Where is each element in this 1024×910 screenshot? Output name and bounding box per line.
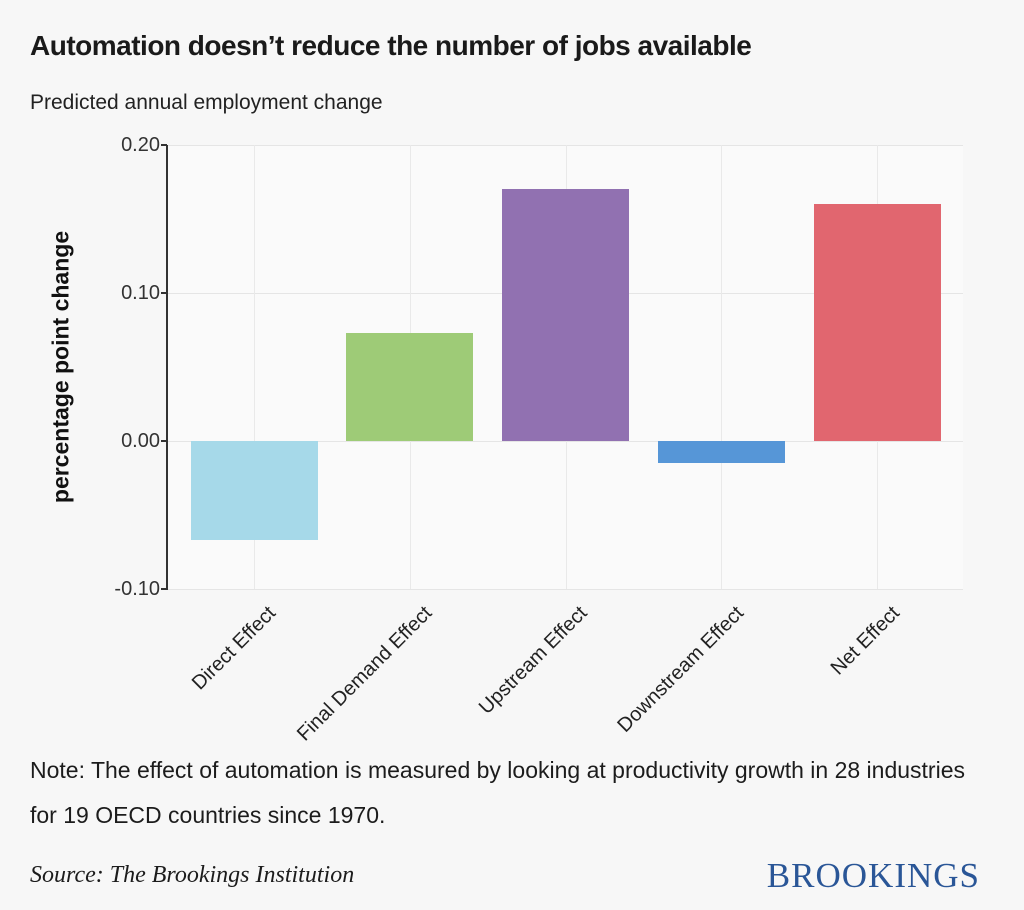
y-axis-tick-mark xyxy=(161,292,167,294)
plot-area xyxy=(168,145,963,590)
y-axis-tick-mark xyxy=(161,440,167,442)
gridline-vertical xyxy=(254,145,255,589)
y-axis-title: percentage point change xyxy=(47,230,74,504)
bar-downstream-effect xyxy=(657,441,785,464)
y-axis-line xyxy=(166,145,168,590)
bar-upstream-effect xyxy=(502,189,629,441)
brookings-logo: BROOKINGS xyxy=(766,856,980,895)
y-axis-tick-label: -0.10 xyxy=(114,578,160,600)
bar-direct-effect xyxy=(190,441,318,541)
gridline-vertical xyxy=(721,145,723,589)
x-axis-label: Direct Effect xyxy=(188,602,281,695)
x-axis-label: Net Effect xyxy=(826,602,904,680)
bar-net-effect xyxy=(813,204,941,441)
y-axis-tick-mark xyxy=(161,588,167,590)
note-text: Note: The effect of automation is measur… xyxy=(30,757,965,828)
gridline-horizontal xyxy=(168,589,963,590)
y-axis-tick-label: 0.00 xyxy=(121,430,160,452)
source-text: Source: The Brookings Institution xyxy=(30,862,355,888)
y-axis-tick-label: 0.20 xyxy=(121,134,160,156)
bar-final-demand-effect xyxy=(346,332,474,441)
x-axis-label: Upstream Effect xyxy=(475,602,593,719)
x-axis-label: Downstream Effect xyxy=(613,602,748,737)
x-axis-label: Final Demand Effect xyxy=(292,602,437,746)
y-axis-tick-label: 0.10 xyxy=(121,282,160,304)
y-axis-tick-mark xyxy=(161,144,167,146)
chart-subtitle: Predicted annual employment change xyxy=(30,91,383,114)
chart-title: Automation doesn’t reduce the number of … xyxy=(30,30,752,61)
